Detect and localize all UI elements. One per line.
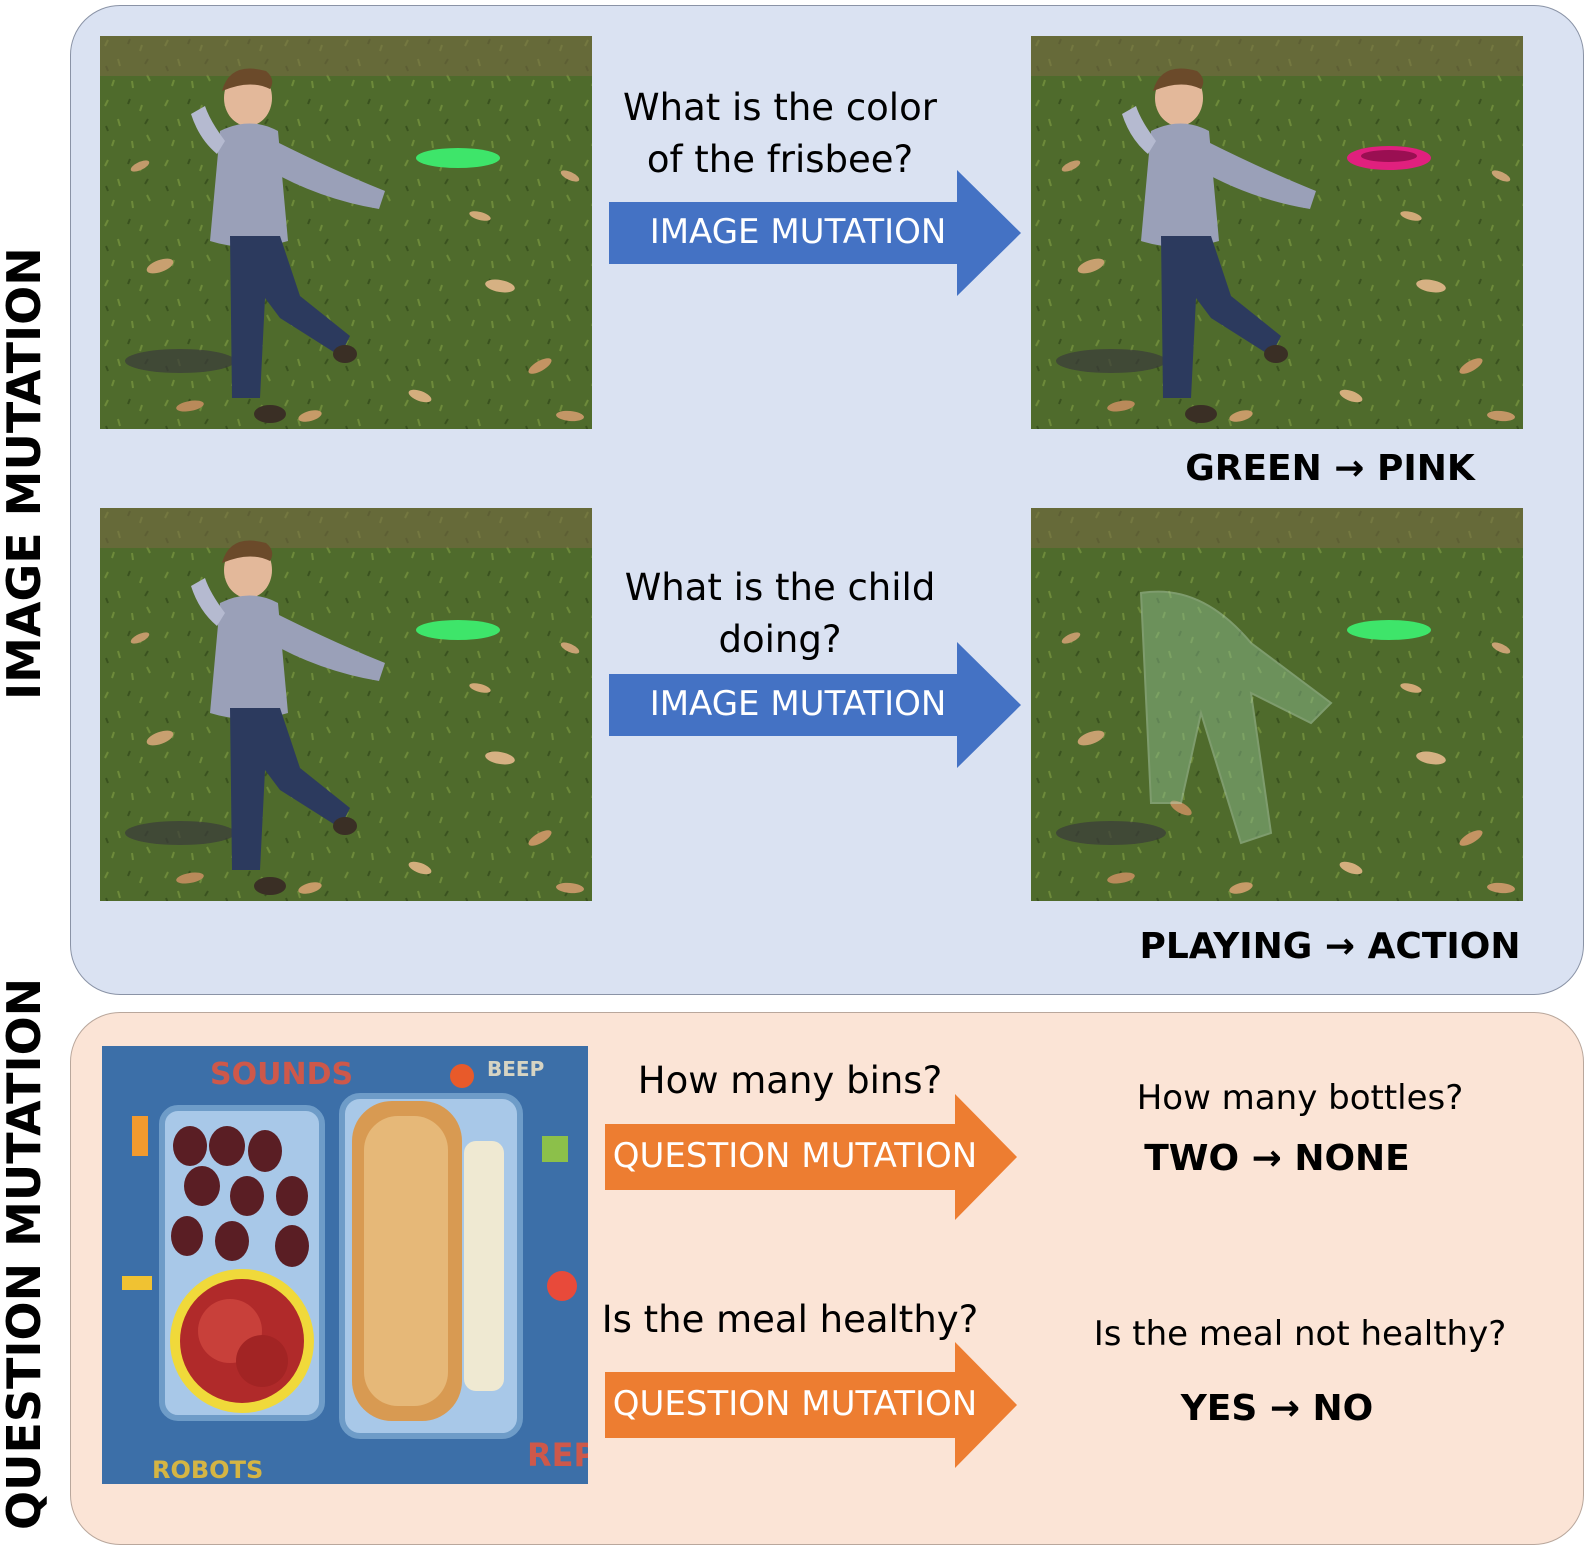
question-mutation-arrow-2: QUESTION MUTATION xyxy=(605,1342,1017,1468)
question-how-many-bins: How many bins? xyxy=(637,1059,943,1102)
mutated-question-bottles: How many bottles? xyxy=(1136,1078,1464,1118)
question-frisbee-color: What is the color of the frisbee? xyxy=(623,86,937,181)
question-mutation-arrow-label-1: QUESTION MUTATION xyxy=(612,1136,978,1176)
question-mutation-side-label: QUESTION MUTATION xyxy=(0,977,51,1530)
green-frisbee xyxy=(416,620,500,640)
sounds-text: SOUNDS xyxy=(210,1057,353,1092)
answer-change-action: PLAYING → ACTION xyxy=(1139,926,1521,967)
green-frisbee xyxy=(1347,620,1431,640)
question-meal-healthy: Is the meal healthy? xyxy=(601,1298,979,1341)
beep-text: BEEP xyxy=(487,1057,544,1081)
image-mutation-arrow-label-1: IMAGE MUTATION xyxy=(649,212,947,252)
image-mutation-side-label: IMAGE MUTATION xyxy=(0,247,51,700)
child-frisbee-photo-pink xyxy=(1031,36,1523,429)
answer-change-color: GREEN → PINK xyxy=(1185,448,1475,489)
child-frisbee-photo-original xyxy=(100,36,592,429)
repa-text: REPA xyxy=(527,1436,588,1474)
robots-text: ROBOTS xyxy=(152,1456,263,1484)
image-mutation-arrow-1: IMAGE MUTATION xyxy=(609,170,1021,296)
mutated-question-not-healthy: Is the meal not healthy? xyxy=(1093,1314,1507,1354)
image-mutation-arrow-label-2: IMAGE MUTATION xyxy=(649,684,947,724)
question-mutation-arrow-label-2: QUESTION MUTATION xyxy=(612,1384,978,1424)
child-removed-photo xyxy=(1031,508,1523,901)
lunchbox-photo: SOUNDS BEEP ROBOTS REPA xyxy=(102,1046,588,1484)
question-mutation-arrow-1: QUESTION MUTATION xyxy=(605,1094,1017,1220)
green-frisbee xyxy=(416,148,500,168)
answer-change-yes-no: YES → NO xyxy=(1180,1388,1374,1429)
answer-change-count: TWO → NONE xyxy=(1144,1138,1410,1179)
image-mutation-arrow-2: IMAGE MUTATION xyxy=(609,642,1021,768)
child-frisbee-photo-original-2 xyxy=(100,508,592,901)
question-child-doing: What is the child doing? xyxy=(624,566,936,661)
